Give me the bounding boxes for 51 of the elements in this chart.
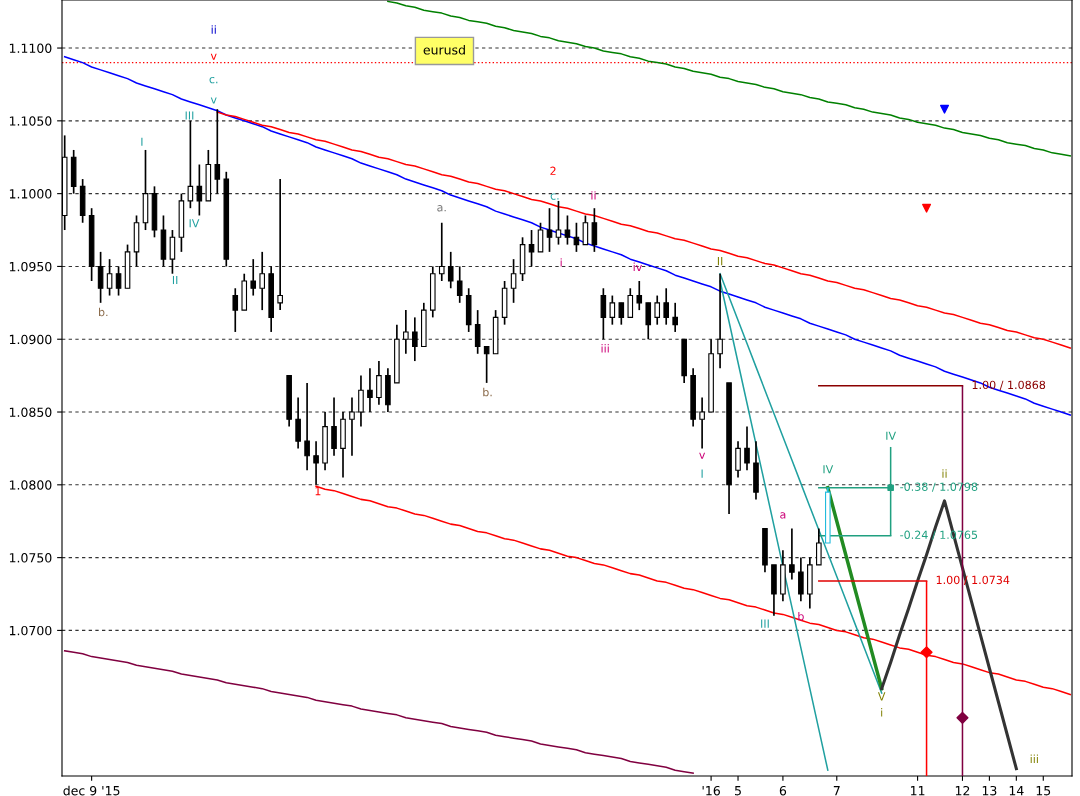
annotation: i bbox=[560, 258, 562, 267]
annotation: c. bbox=[209, 76, 218, 84]
annotation: b. bbox=[483, 387, 492, 397]
annotation: IV bbox=[886, 431, 896, 440]
annotation: I bbox=[141, 137, 143, 146]
annotation: b. bbox=[99, 307, 108, 317]
x-tick-label: 7 bbox=[833, 786, 840, 796]
annotation: III bbox=[185, 111, 194, 120]
annotation: ii bbox=[591, 191, 596, 200]
y-tick-label: 1.0800 bbox=[9, 480, 52, 490]
annotation: i bbox=[881, 708, 883, 717]
x-tick-label: 14 bbox=[1009, 786, 1024, 796]
x-tick-label: 5 bbox=[735, 786, 741, 796]
annotation: a. bbox=[437, 205, 446, 212]
x-tick-label: '16 bbox=[702, 785, 720, 796]
annotation: II bbox=[717, 257, 723, 266]
annotation: 2 bbox=[550, 166, 556, 175]
y-tick-label: 1.1050 bbox=[9, 116, 52, 126]
y-tick-label: 1.1000 bbox=[9, 189, 52, 199]
annotation: III bbox=[761, 619, 769, 628]
x-tick-label: 11 bbox=[911, 786, 925, 796]
y-tick-label: 1.0850 bbox=[9, 407, 52, 417]
y-tick-label: 1.1100 bbox=[9, 43, 52, 53]
annotation: V bbox=[877, 692, 886, 701]
annotation: ii bbox=[211, 25, 216, 34]
annotation: II bbox=[172, 275, 178, 285]
annotation: a bbox=[780, 512, 786, 519]
annotation: v bbox=[210, 53, 217, 60]
x-tick-label: 6 bbox=[779, 785, 787, 796]
annotation: eurusd bbox=[423, 44, 465, 55]
y-tick-label: 1.0950 bbox=[9, 261, 52, 272]
annotation: IV bbox=[189, 219, 200, 228]
annotation: iii bbox=[1030, 754, 1038, 764]
y-tick-label: 1.0700 bbox=[9, 625, 52, 636]
y-tick-label: 1.0900 bbox=[9, 334, 52, 345]
x-tick-label: 13 bbox=[982, 785, 997, 796]
annotation: iv bbox=[633, 262, 642, 271]
annotation: 1 bbox=[315, 487, 321, 496]
annotation: IV bbox=[823, 465, 834, 474]
annotation: v bbox=[699, 452, 706, 459]
annotation: iii bbox=[601, 344, 609, 353]
annotation: c. bbox=[550, 193, 559, 200]
x-tick-label: 15 bbox=[1036, 786, 1051, 796]
annotation: 1.00 / 1.0734 bbox=[936, 575, 1010, 586]
annotation: v bbox=[210, 97, 217, 104]
x-tick-label: dec 9 '15 bbox=[63, 785, 120, 796]
annotation: I bbox=[701, 469, 703, 478]
annotation: ii bbox=[942, 469, 947, 478]
x-tick-label: 12 bbox=[955, 785, 970, 796]
annotation: b bbox=[798, 611, 804, 621]
y-tick-label: 1.0750 bbox=[9, 553, 52, 563]
